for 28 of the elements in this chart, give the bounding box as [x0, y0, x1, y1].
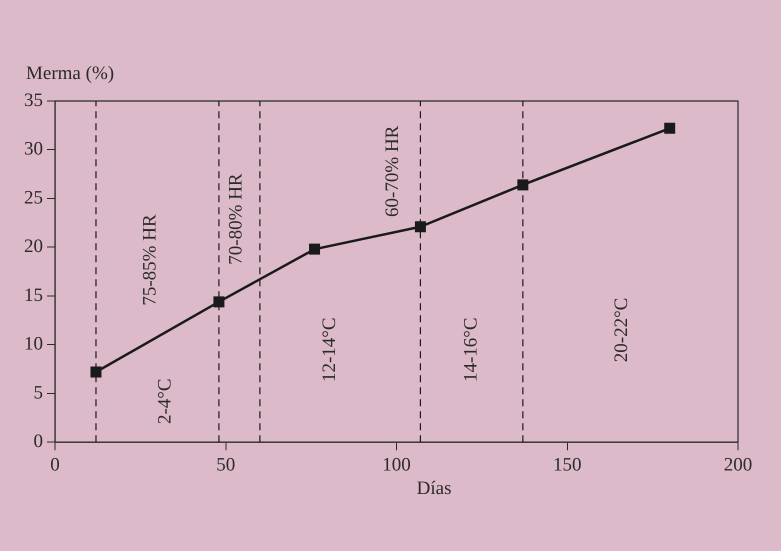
point	[414, 221, 426, 232]
annotation: 60-70% HR	[382, 125, 404, 217]
x-tick-label: 50	[216, 454, 236, 476]
y-tick-label: 20	[24, 236, 43, 258]
annotation: 12-14°C	[318, 317, 340, 382]
point	[213, 296, 224, 308]
annotation: 70-80% HR	[226, 173, 247, 265]
y-tick-label: 0	[34, 431, 43, 452]
y-tick-label: 10	[24, 334, 43, 355]
annotation: 14-16°C	[460, 317, 482, 382]
point	[90, 366, 102, 378]
y-tick-label: 25	[24, 187, 43, 208]
x-axis-title: Días	[416, 478, 452, 500]
point	[517, 179, 528, 190]
x-tick-label: 0	[50, 454, 60, 476]
x-tick-label: 100	[382, 454, 411, 476]
point	[664, 122, 676, 134]
y-tick-label: 15	[24, 284, 43, 306]
y-axis-title: Merma (%)	[26, 62, 114, 84]
y-tick-label: 35	[24, 90, 43, 111]
x-tick-label: 200	[724, 454, 752, 476]
annotation: 2-4°C	[154, 378, 176, 424]
annotation: 75-85% HR	[140, 214, 161, 306]
x-tick-label: 150	[553, 454, 582, 476]
point	[309, 244, 320, 255]
y-tick-label: 5	[34, 382, 43, 404]
y-tick-label: 30	[24, 138, 43, 160]
annotation: 20-22°C	[610, 298, 632, 362]
